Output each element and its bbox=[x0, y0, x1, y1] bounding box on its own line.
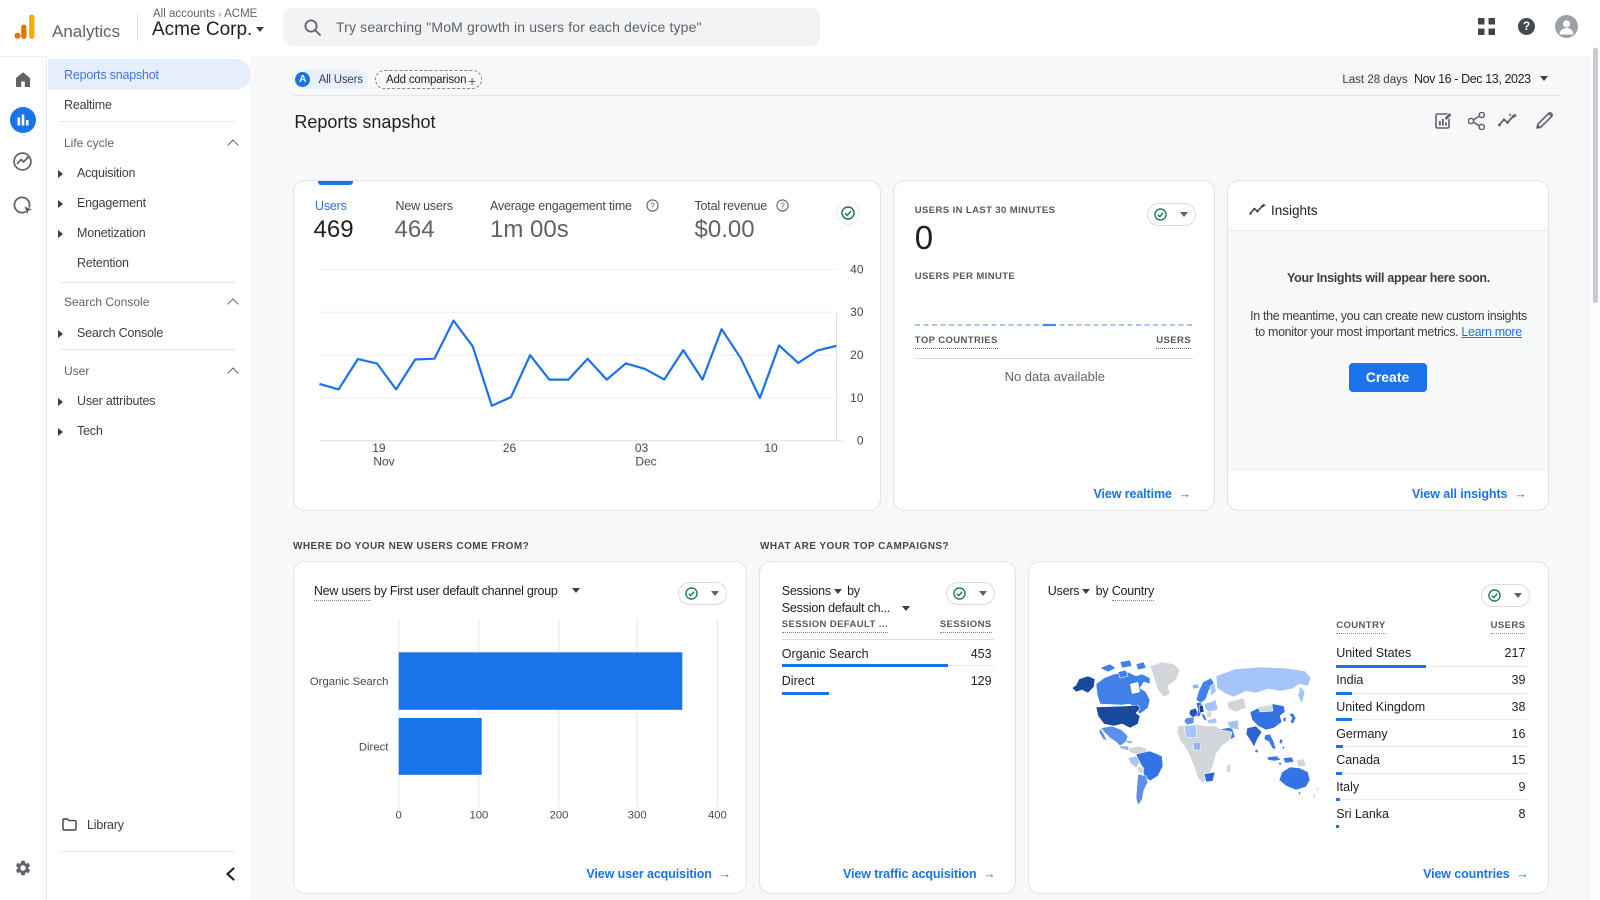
svg-text:?: ? bbox=[650, 200, 655, 210]
svg-text:300: 300 bbox=[627, 810, 646, 822]
svg-text:40: 40 bbox=[850, 263, 864, 277]
svg-text:26: 26 bbox=[502, 441, 516, 455]
svg-text:100: 100 bbox=[469, 810, 488, 822]
svg-text:Organic Search: Organic Search bbox=[309, 676, 388, 688]
svg-text:0: 0 bbox=[856, 434, 863, 448]
svg-text:20: 20 bbox=[850, 348, 864, 362]
svg-text:?: ? bbox=[780, 200, 785, 210]
svg-text:10: 10 bbox=[850, 391, 864, 405]
svg-text:03: 03 bbox=[634, 441, 648, 455]
svg-text:30: 30 bbox=[850, 305, 864, 319]
svg-text:Nov: Nov bbox=[373, 455, 394, 469]
svg-text:200: 200 bbox=[549, 810, 568, 822]
svg-text:10: 10 bbox=[764, 441, 778, 455]
svg-text:Direct: Direct bbox=[358, 742, 388, 754]
svg-text:19: 19 bbox=[372, 441, 386, 455]
svg-text:Dec: Dec bbox=[635, 455, 656, 469]
svg-text:0: 0 bbox=[395, 810, 401, 822]
svg-text:400: 400 bbox=[707, 810, 726, 822]
